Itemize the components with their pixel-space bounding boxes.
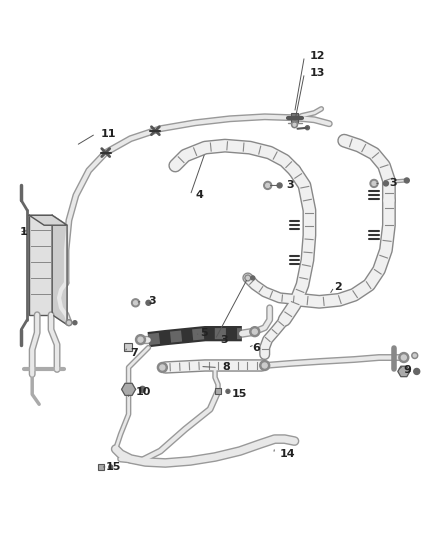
Circle shape — [140, 386, 145, 392]
Circle shape — [160, 365, 165, 370]
Circle shape — [401, 355, 406, 360]
Circle shape — [250, 327, 260, 337]
Text: 15: 15 — [106, 462, 121, 472]
Circle shape — [226, 389, 230, 393]
Circle shape — [245, 275, 251, 281]
Circle shape — [251, 276, 255, 280]
Circle shape — [73, 321, 77, 325]
Circle shape — [292, 122, 297, 128]
Text: 15: 15 — [232, 389, 247, 399]
Text: 2: 2 — [334, 282, 342, 292]
Bar — [124, 343, 131, 351]
Circle shape — [252, 329, 257, 334]
Text: 12: 12 — [309, 51, 325, 61]
Bar — [98, 464, 104, 470]
Circle shape — [266, 183, 270, 188]
Text: 7: 7 — [131, 348, 138, 358]
Circle shape — [260, 360, 270, 370]
Text: 3: 3 — [220, 335, 228, 345]
Circle shape — [262, 363, 267, 368]
Circle shape — [146, 300, 151, 305]
Text: 14: 14 — [279, 449, 295, 459]
Text: 11: 11 — [101, 128, 116, 139]
Circle shape — [383, 181, 389, 186]
Text: 13: 13 — [309, 68, 325, 78]
Circle shape — [293, 123, 297, 127]
Circle shape — [412, 352, 418, 359]
Text: 10: 10 — [135, 387, 151, 397]
Circle shape — [246, 277, 249, 279]
Circle shape — [138, 337, 143, 342]
Text: 9: 9 — [404, 366, 412, 375]
Circle shape — [404, 178, 409, 183]
Text: 1: 1 — [19, 227, 27, 237]
Text: 8: 8 — [222, 362, 230, 373]
Circle shape — [264, 181, 272, 189]
Circle shape — [131, 299, 140, 307]
Circle shape — [66, 320, 72, 326]
Polygon shape — [122, 383, 135, 395]
Text: 4: 4 — [195, 190, 203, 200]
Circle shape — [399, 352, 409, 362]
Circle shape — [305, 126, 309, 130]
Circle shape — [370, 180, 378, 188]
Circle shape — [109, 465, 113, 469]
Polygon shape — [52, 215, 67, 325]
Polygon shape — [29, 215, 67, 225]
Circle shape — [157, 362, 167, 373]
Circle shape — [372, 181, 376, 185]
Bar — [29, 215, 52, 315]
Text: 3: 3 — [389, 179, 396, 189]
Circle shape — [134, 301, 138, 305]
Circle shape — [277, 183, 282, 188]
Circle shape — [67, 321, 71, 324]
Circle shape — [414, 368, 420, 375]
Circle shape — [413, 354, 416, 357]
Circle shape — [293, 123, 296, 126]
Circle shape — [135, 335, 145, 345]
Bar — [291, 113, 298, 123]
Text: 6: 6 — [252, 343, 260, 352]
Polygon shape — [398, 366, 410, 377]
Text: 3: 3 — [286, 181, 294, 190]
Text: 3: 3 — [148, 296, 156, 306]
Bar — [215, 389, 221, 394]
Text: 5: 5 — [200, 328, 208, 337]
